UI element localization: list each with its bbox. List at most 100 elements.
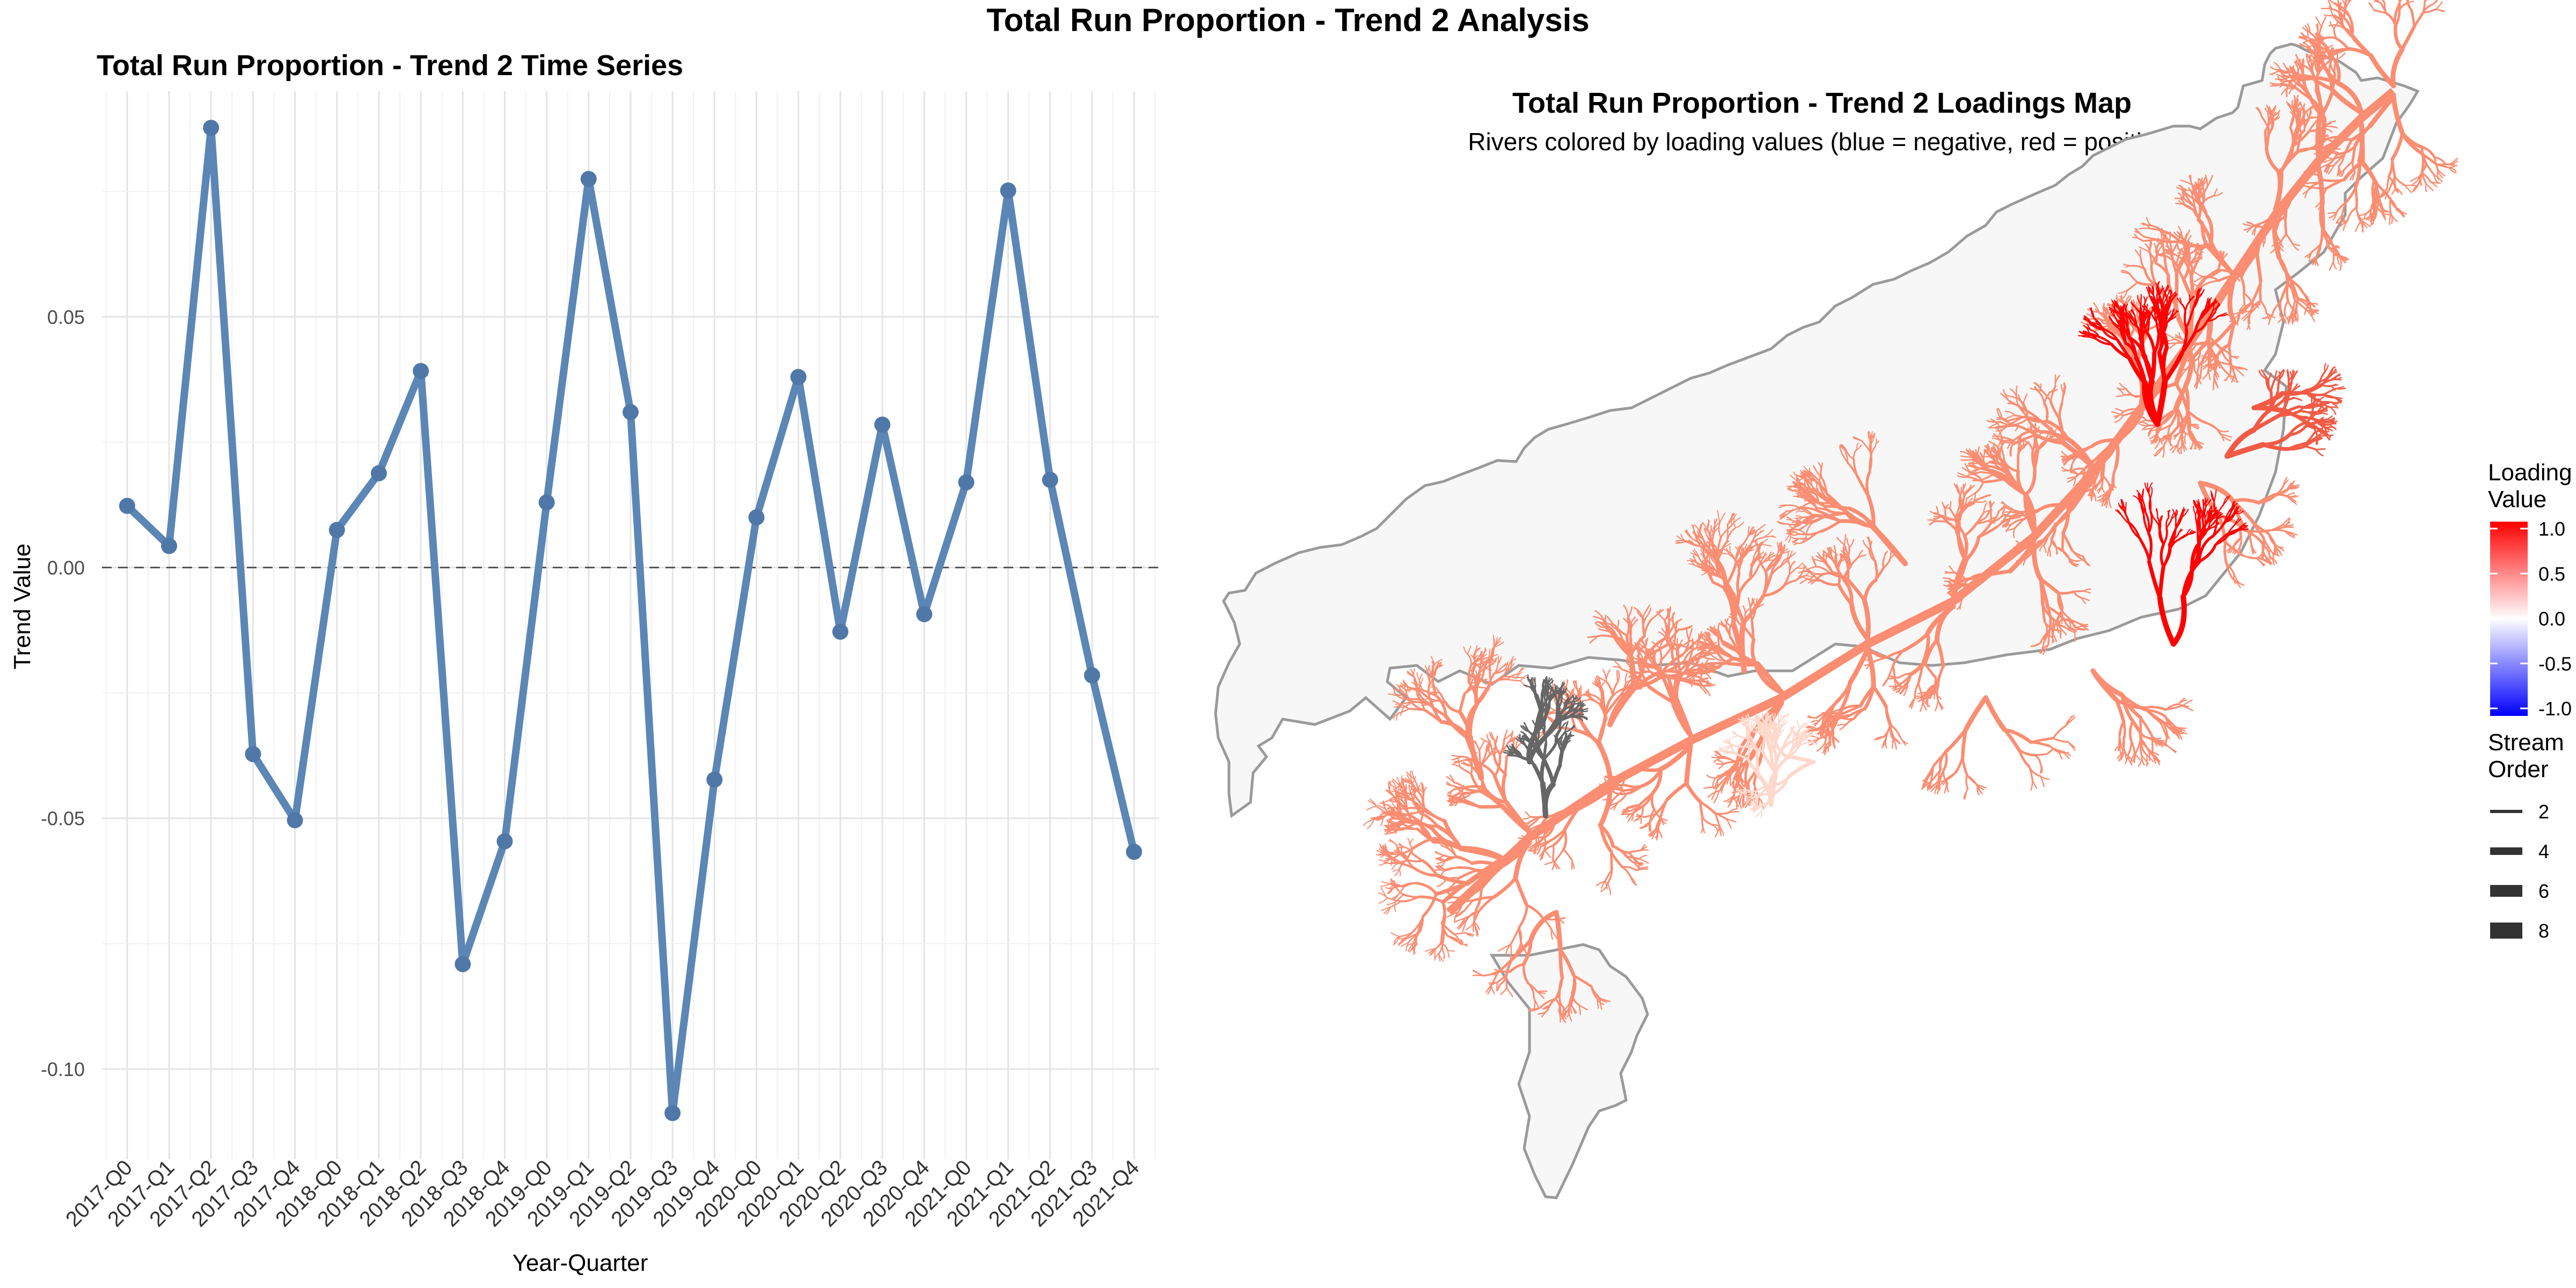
river-segment (1655, 798, 1668, 815)
river-segment (2169, 444, 2179, 451)
river-segment (2166, 274, 2178, 305)
river-segment (2213, 366, 2216, 375)
river-segment (2033, 754, 2042, 765)
river-segment (2118, 734, 2121, 747)
river-segment (2424, 0, 2427, 3)
river-segment (2026, 545, 2039, 558)
river-segment (2308, 111, 2312, 120)
river-segment (1413, 943, 1415, 952)
river-segment (2117, 387, 2127, 390)
river-segment (2039, 430, 2070, 441)
river-segment (2139, 246, 2150, 253)
river-segment (1613, 802, 1619, 811)
river-segment (2015, 424, 2037, 436)
river-segment (2333, 259, 2337, 269)
river-segment (1408, 708, 1426, 711)
river-segment (2033, 449, 2038, 471)
river-segment (2002, 464, 2013, 478)
river-segment (1453, 759, 1465, 764)
river-segment (2430, 0, 2438, 6)
river-segment (1949, 501, 1952, 509)
river-segment (2103, 303, 2105, 314)
river-segment (1958, 594, 1962, 603)
river-segment (1536, 846, 1542, 855)
river-segment (1825, 560, 1833, 573)
y-tick-label: -0.05 (41, 808, 85, 830)
data-point (287, 812, 303, 829)
river-segment (1733, 767, 1740, 780)
river-segment (1638, 858, 1649, 864)
river-segment (2434, 1, 2443, 10)
river-segment (2260, 115, 2270, 130)
data-point (1000, 182, 1016, 199)
river-segment (1605, 799, 1614, 807)
river-segment (1959, 487, 1962, 497)
river-segment (1444, 701, 1461, 714)
river-segment (2171, 414, 2189, 435)
river-segment (2223, 372, 2231, 381)
river-segment (1929, 520, 1937, 526)
river-segment (1494, 744, 1496, 759)
river-segment (1699, 800, 1704, 818)
river-segment (1552, 828, 1566, 847)
river-segment (1572, 680, 1578, 691)
river-segment (1535, 833, 1546, 845)
river-segment (2218, 361, 2236, 368)
river-segment (2114, 411, 2125, 419)
river-segment (2098, 311, 2110, 327)
river-segment (1670, 699, 1693, 738)
river-segment (1622, 785, 1643, 792)
river-segment (1710, 653, 1722, 662)
river-segment (2050, 507, 2074, 533)
river-segment (2149, 439, 2161, 442)
river-segment (2385, 175, 2390, 191)
river-segment (1647, 685, 1675, 704)
river-segment (1536, 841, 1540, 851)
river-segment (2011, 433, 2023, 443)
river-segment (2302, 292, 2310, 303)
river-segment (2289, 111, 2300, 120)
river-segment (1582, 698, 1591, 702)
river-segment (2062, 459, 2070, 465)
data-point (1042, 472, 1058, 488)
river-segment (1989, 452, 1997, 467)
river-segment (2043, 402, 2049, 423)
river-segment (2024, 467, 2037, 496)
river-segment (1498, 840, 1532, 869)
river-segment (1472, 895, 1496, 902)
river-segment (1816, 572, 1830, 580)
river-segment (2088, 476, 2098, 488)
river-segment (1857, 554, 1867, 558)
figure-title: Total Run Proportion - Trend 2 Analysis (986, 2, 1589, 38)
river-segment (2041, 604, 2055, 621)
river-segment (2070, 472, 2079, 475)
river-segment (1589, 696, 1601, 705)
river-segment (2170, 253, 2178, 265)
river-segment (2317, 23, 2319, 35)
river-segment (2039, 643, 2050, 654)
river-segment (2142, 238, 2159, 242)
river-segment (1436, 880, 1446, 888)
river-segment (2056, 607, 2063, 620)
data-point (1126, 844, 1143, 860)
river-segment (1416, 882, 1438, 896)
river-segment (2265, 128, 2270, 150)
river-segment (1562, 848, 1573, 861)
river-segment (1993, 454, 2000, 458)
river-segment (1446, 911, 1459, 918)
river-segment (2126, 281, 2139, 292)
river-segment (2120, 271, 2131, 275)
river-segment (1520, 941, 1526, 951)
river-segment (2002, 511, 2013, 513)
river-segment (1554, 848, 1565, 862)
river-segment (2178, 185, 2186, 194)
river-segment (1701, 816, 1713, 825)
river-segment (1630, 806, 1644, 812)
river-segment (2091, 483, 2099, 487)
river-segment (1883, 558, 1891, 569)
river-segment (1809, 570, 1822, 582)
river-segment (1890, 724, 1901, 738)
river-segment (2039, 628, 2051, 643)
river-segment (2003, 506, 2013, 513)
